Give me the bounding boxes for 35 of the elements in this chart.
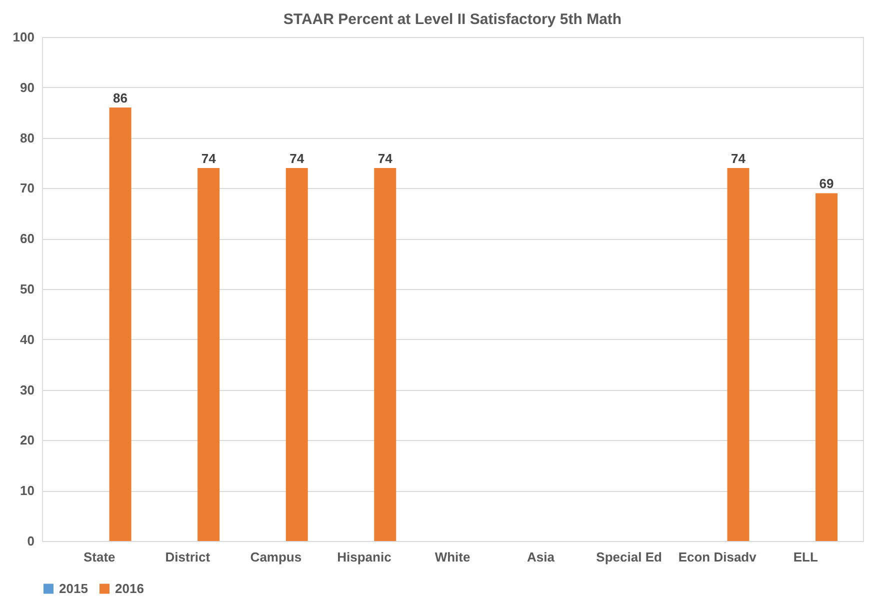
y-tick-label: 20 (20, 432, 34, 448)
y-tick-label: 50 (20, 282, 34, 296)
legend-label: 2016 (115, 580, 144, 596)
y-tick-label: 100 (12, 30, 34, 44)
x-tick-label: State (83, 550, 116, 564)
data-label: 74 (378, 151, 394, 166)
y-tick-label: 90 (20, 80, 34, 95)
y-tick-label: 10 (20, 483, 34, 498)
x-tick-label: Econ Disadv (678, 550, 758, 564)
chart-title: STAAR Percent at Level II Satisfactory 5th Math (283, 11, 622, 28)
x-tick-label: Asia (527, 550, 556, 564)
x-tick-label: District (165, 550, 211, 564)
bar (816, 193, 838, 541)
y-tick-label: 0 (27, 534, 34, 548)
x-tick-label: Hispanic (337, 550, 392, 564)
data-label: 69 (819, 176, 834, 192)
y-tick-label: 40 (20, 332, 34, 347)
x-tick-label: Campus (250, 550, 302, 564)
bar (109, 108, 132, 541)
x-tick-label: Special Ed (596, 550, 662, 564)
y-tick-label: 30 (20, 382, 34, 398)
legend-label: 2015 (59, 580, 88, 596)
data-label: 74 (731, 151, 746, 166)
data-label: 74 (290, 151, 305, 166)
bar (286, 168, 308, 541)
y-tick-label: 70 (20, 180, 34, 196)
bar (198, 168, 220, 541)
data-label: 74 (201, 151, 217, 166)
y-tick-label: 60 (20, 231, 34, 246)
data-label: 86 (113, 90, 128, 106)
x-tick-label: White (434, 550, 470, 564)
x-tick-label: ELL (793, 550, 818, 564)
y-tick-label: 80 (20, 130, 34, 146)
bar (727, 168, 750, 541)
bar (374, 168, 396, 541)
